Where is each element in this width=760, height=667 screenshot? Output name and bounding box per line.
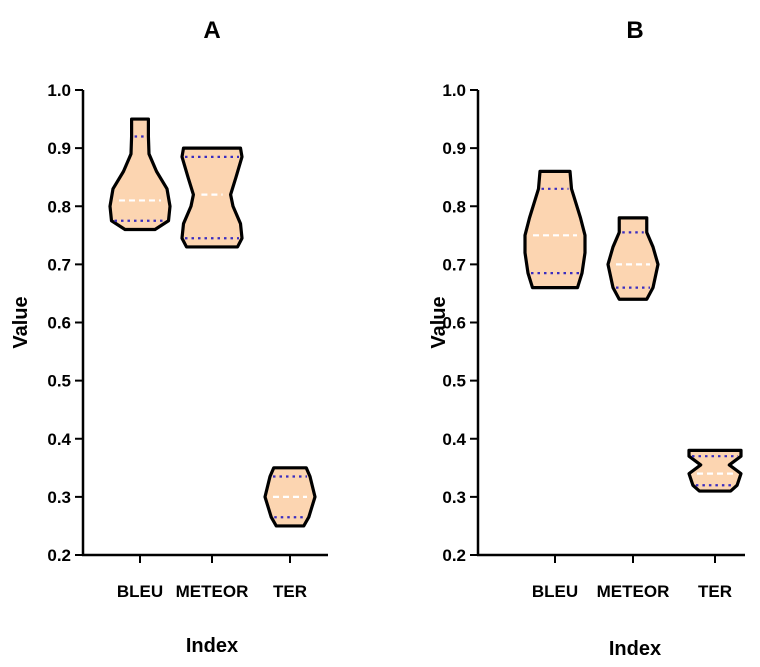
y-tick-label: 0.2 (47, 546, 71, 565)
panel-a: A 0.2 0.3 0.4 0.5 0.6 0.7 0.8 0.9 1.0 BLEU METEOR TE… (10, 17, 328, 657)
x-axis-title: Index (186, 635, 238, 657)
violin-ter (263, 466, 317, 528)
x-axis-title: Index (609, 638, 661, 660)
y-tick-label: 0.9 (47, 139, 71, 158)
y-axis-title: Value (10, 296, 32, 348)
violin-body (523, 169, 587, 290)
x-tick-label: BLEU (117, 582, 163, 601)
y-tick-label: 0.5 (47, 372, 71, 391)
panel-title: A (203, 17, 220, 44)
violin-ter (687, 448, 743, 493)
y-tick-label: 0.3 (442, 488, 466, 507)
panel-title: B (626, 17, 643, 44)
y-tick-label: 0.8 (47, 197, 71, 216)
panel-b: B 0.2 0.3 0.4 0.5 0.6 0.7 0.8 0.9 1.0 BLEU METEOR TE… (428, 17, 745, 660)
y-tick-label: 0.7 (442, 255, 466, 274)
violin-body (180, 146, 244, 249)
y-tick-label: 0.7 (47, 255, 71, 274)
violin-body (263, 466, 317, 528)
y-tick-label: 1.0 (442, 81, 466, 100)
y-tick-label: 0.6 (47, 314, 71, 333)
y-axis-title: Value (428, 296, 450, 348)
y-tick-label: 0.2 (442, 546, 466, 565)
violin-body (108, 117, 172, 232)
y-tick-label: 0.8 (442, 197, 466, 216)
y-tick-label: 0.4 (47, 430, 71, 449)
violin-bleu (523, 169, 587, 290)
x-tick-label: TER (273, 582, 307, 601)
x-tick-label: BLEU (532, 582, 578, 601)
x-tick-label: METEOR (176, 582, 249, 601)
y-tick-label: 1.0 (47, 81, 71, 100)
violin-meteor (180, 146, 244, 249)
x-tick-label: TER (698, 582, 732, 601)
y-tick-label: 0.9 (442, 139, 466, 158)
violin-body (606, 216, 660, 301)
y-tick-label: 0.6 (442, 314, 466, 333)
x-tick-label: METEOR (597, 582, 670, 601)
y-tick-label: 0.5 (442, 372, 466, 391)
violin-meteor (606, 216, 660, 301)
violin-bleu (108, 117, 172, 232)
y-tick-label: 0.4 (442, 430, 466, 449)
y-tick-label: 0.3 (47, 488, 71, 507)
violin-body (687, 448, 743, 493)
